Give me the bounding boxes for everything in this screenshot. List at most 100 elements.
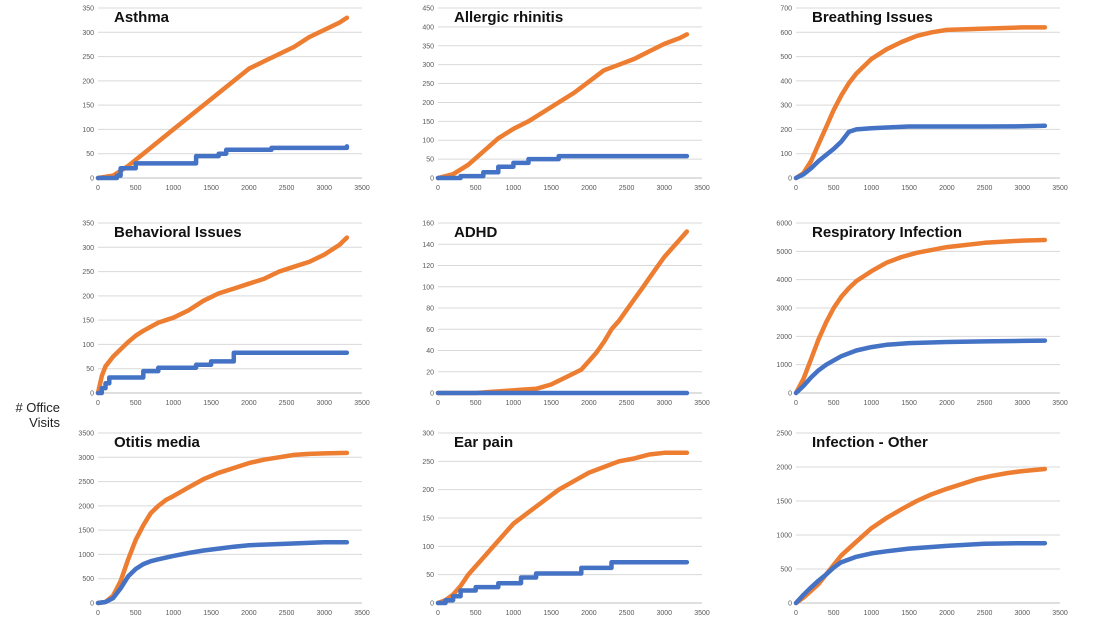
x-tick-label: 3500 (1052, 400, 1068, 407)
y-tick-label: 100 (82, 127, 94, 134)
chart-svg: 0 500 1000 1500 2000 2500 3000 3500 0 500 1000 1500… (78, 431, 369, 618)
y-tick-label: 300 (422, 62, 434, 69)
y-tick-label: 100 (422, 284, 434, 291)
x-tick-label: 1000 (864, 610, 880, 617)
y-tick-label: 50 (426, 572, 434, 579)
y-tick-label: 40 (426, 348, 434, 355)
chart-panel: 0 50 100 150 200 250 300 0 500 1000 1500 2000 2500 30… (402, 425, 732, 637)
x-tick-label: 1000 (166, 610, 182, 617)
y-tick-label: 0 (90, 391, 94, 398)
chart-title: Respiratory Infection (812, 224, 962, 241)
y-tick-label: 250 (422, 459, 434, 466)
y-tick-label: 2000 (78, 503, 94, 510)
x-tick-label: 1500 (543, 610, 559, 617)
y-tick-label: 2500 (78, 479, 94, 486)
y-tick-label: 100 (780, 151, 792, 158)
x-tick-label: 1000 (166, 185, 182, 192)
chart-svg: 0 20 40 60 80 100 120 140 160 0 500 1000 1500 2000 250… (422, 221, 710, 408)
y-tick-label: 500 (82, 576, 94, 583)
y-tick-label: 0 (90, 176, 94, 183)
y-tick-label: 1500 (78, 528, 94, 535)
y-tick-label: 500 (780, 567, 792, 574)
x-tick-label: 2000 (939, 400, 955, 407)
x-tick-label: 0 (436, 400, 440, 407)
y-tick-label: 4000 (776, 277, 792, 284)
x-tick-label: 500 (828, 400, 840, 407)
series-line-orange (95, 235, 350, 396)
x-tick-label: 0 (436, 185, 440, 192)
x-tick-label: 2500 (977, 400, 993, 407)
x-tick-label: 3500 (354, 185, 370, 192)
x-tick-label: 1500 (543, 400, 559, 407)
chart-panel: 0 500 1000 1500 2000 2500 0 500 1000 1500 2000 2500… (760, 425, 1090, 637)
series-line-orange (95, 15, 350, 181)
series-line-orange (793, 237, 1048, 396)
series-line-blue (793, 338, 1048, 396)
x-tick-label: 1000 (506, 610, 522, 617)
y-tick-label: 150 (422, 516, 434, 523)
y-tick-label: 200 (82, 293, 94, 300)
x-tick-label: 2500 (279, 185, 295, 192)
x-tick-label: 2000 (241, 400, 257, 407)
x-tick-label: 3000 (656, 400, 672, 407)
x-tick-label: 2500 (279, 610, 295, 617)
y-tick-label: 6000 (776, 221, 792, 228)
y-tick-label: 2500 (776, 431, 792, 438)
y-tick-label: 300 (780, 103, 792, 110)
chart-panel: 0 20 40 60 80 100 120 140 160 0 500 1000 1500 2000 250… (402, 215, 732, 427)
y-tick-label: 400 (780, 78, 792, 85)
y-tick-label: 1000 (78, 552, 94, 559)
series-line-orange (793, 466, 1048, 606)
y-tick-label: 60 (426, 327, 434, 334)
x-tick-label: 3500 (354, 400, 370, 407)
chart-panel: 0 50 100 150 200 250 300 350 400 450 0 500 1000 1500 2… (402, 0, 732, 212)
series-line-orange (435, 229, 690, 396)
y-tick-label: 50 (86, 366, 94, 373)
y-tick-label: 0 (788, 391, 792, 398)
chart-svg: 0 100 200 300 400 500 600 700 0 500 1000 1500 2000 25… (780, 6, 1068, 193)
y-tick-label: 160 (422, 221, 434, 228)
x-tick-label: 1500 (543, 185, 559, 192)
x-tick-label: 500 (470, 185, 482, 192)
x-tick-label: 3500 (1052, 610, 1068, 617)
chart-svg: 0 50 100 150 200 250 300 350 400 450 0 500 1000 1500 2… (422, 6, 710, 193)
x-tick-label: 1500 (901, 185, 917, 192)
x-tick-label: 500 (130, 185, 142, 192)
y-tick-label: 150 (82, 103, 94, 110)
chart-title: Infection - Other (812, 434, 928, 451)
x-tick-label: 2500 (619, 185, 635, 192)
x-tick-label: 0 (794, 185, 798, 192)
y-tick-label: 1000 (776, 533, 792, 540)
y-tick-label: 200 (422, 487, 434, 494)
x-tick-label: 2000 (581, 185, 597, 192)
series-line-blue (95, 540, 350, 606)
y-tick-label: 100 (422, 544, 434, 551)
series-line-orange (793, 25, 1048, 181)
x-tick-label: 2000 (581, 400, 597, 407)
chart-title: Ear pain (454, 434, 513, 451)
y-tick-label: 20 (426, 369, 434, 376)
x-tick-label: 1000 (506, 185, 522, 192)
x-tick-label: 2000 (241, 610, 257, 617)
x-tick-label: 2500 (279, 400, 295, 407)
series-line-orange (435, 450, 690, 606)
x-tick-label: 1000 (166, 400, 182, 407)
y-axis-label: # Office Visits (15, 400, 60, 430)
y-tick-label: 3500 (78, 431, 94, 438)
x-tick-label: 500 (130, 610, 142, 617)
y-tick-label: 150 (422, 119, 434, 126)
y-tick-label: 250 (82, 269, 94, 276)
x-tick-label: 500 (470, 400, 482, 407)
x-tick-label: 0 (794, 610, 798, 617)
x-tick-label: 0 (436, 610, 440, 617)
x-tick-label: 2500 (977, 185, 993, 192)
x-tick-label: 2500 (619, 400, 635, 407)
x-tick-label: 1500 (203, 185, 219, 192)
chart-title: Behavioral Issues (114, 224, 242, 241)
x-tick-label: 3500 (694, 185, 710, 192)
y-tick-label: 500 (780, 54, 792, 61)
chart-panel: 0 1000 2000 3000 4000 5000 6000 0 500 1000 1500 200… (760, 215, 1090, 427)
y-tick-label: 350 (422, 43, 434, 50)
